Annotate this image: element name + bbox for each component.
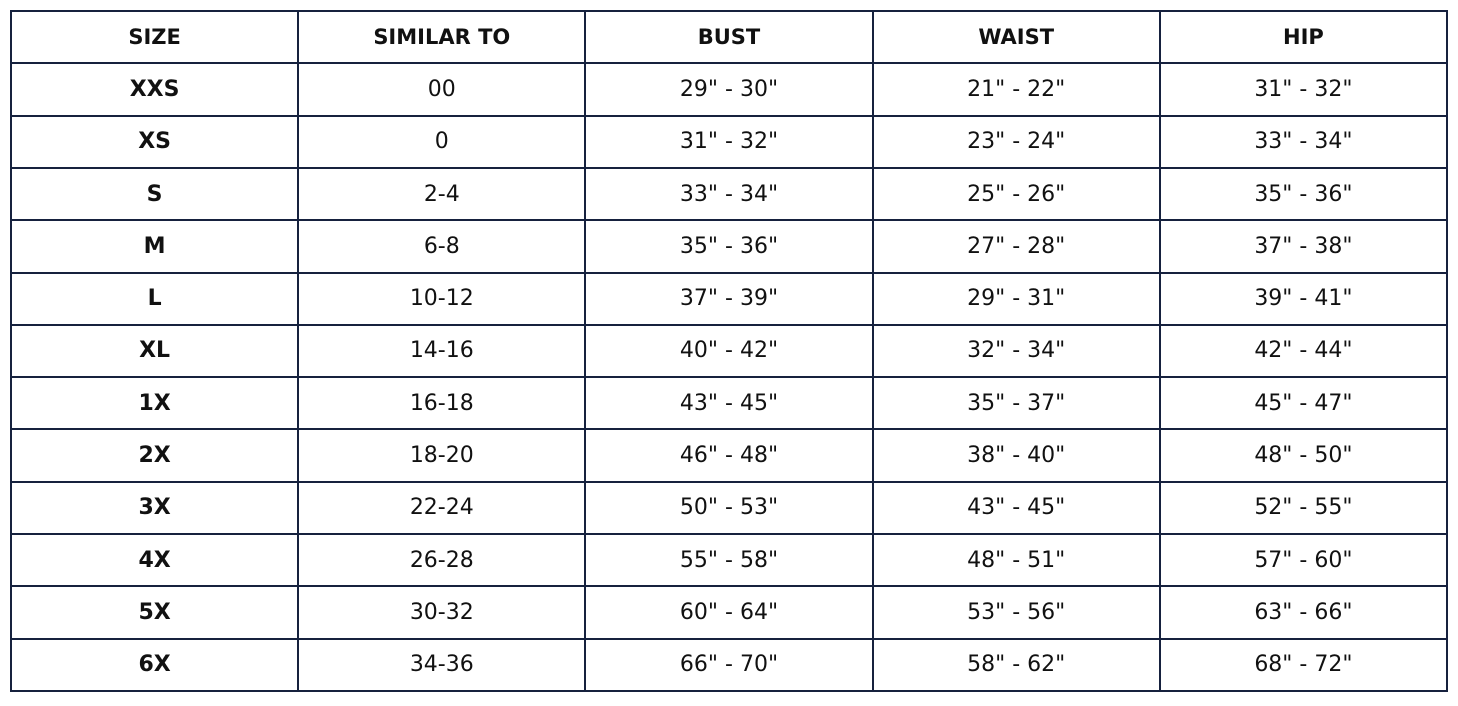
table-cell: 37" - 39" [586, 273, 872, 324]
table-cell: 29" - 31" [873, 273, 1159, 324]
size-cell: XXS [12, 64, 298, 115]
size-cell: 5X [12, 587, 298, 638]
table-cell: 55" - 58" [586, 535, 872, 586]
table-cell: 31" - 32" [1160, 64, 1446, 115]
table-cell: 60" - 64" [586, 587, 872, 638]
header-cell: WAIST [873, 12, 1159, 63]
table-cell: 42" - 44" [1160, 325, 1446, 377]
table-cell: 33" - 34" [1160, 116, 1446, 167]
table-cell: 31" - 32" [586, 116, 872, 167]
table-cell: 33" - 34" [586, 168, 872, 220]
header-cell: BUST [586, 12, 872, 63]
table-cell: 48" - 50" [1160, 430, 1446, 481]
table-cell: 43" - 45" [586, 378, 872, 429]
table-cell: 66" - 70" [586, 639, 872, 690]
size-cell: XS [12, 116, 298, 167]
table-cell: 18-20 [299, 430, 585, 481]
table-cell: 0 [299, 116, 585, 167]
table-cell: 30-32 [299, 587, 585, 638]
table-cell: 10-12 [299, 273, 585, 324]
size-cell: 3X [12, 482, 298, 534]
size-cell: XL [12, 325, 298, 377]
size-cell: 6X [12, 639, 298, 690]
table-cell: 35" - 36" [586, 221, 872, 272]
size-cell: L [12, 273, 298, 324]
size-table: SIZE SIMILAR TO BUST WAIST HIP XXS 00 29" - 30"… [10, 10, 1448, 692]
size-cell: 1X [12, 378, 298, 429]
table-cell: 34-36 [299, 639, 585, 690]
size-cell: S [12, 168, 298, 220]
table-cell: 38" - 40" [873, 430, 1159, 481]
table-cell: 50" - 53" [586, 482, 872, 534]
table-cell: 25" - 26" [873, 168, 1159, 220]
table-cell: 22-24 [299, 482, 585, 534]
table-cell: 46" - 48" [586, 430, 872, 481]
header-cell: SIMILAR TO [299, 12, 585, 63]
table-cell: 57" - 60" [1160, 535, 1446, 586]
table-cell: 58" - 62" [873, 639, 1159, 690]
table-cell: 39" - 41" [1160, 273, 1446, 324]
table-cell: 53" - 56" [873, 587, 1159, 638]
table-cell: 35" - 37" [873, 378, 1159, 429]
table-cell: 35" - 36" [1160, 168, 1446, 220]
table-cell: 00 [299, 64, 585, 115]
table-cell: 14-16 [299, 325, 585, 377]
table-cell: 27" - 28" [873, 221, 1159, 272]
table-cell: 68" - 72" [1160, 639, 1446, 690]
table-cell: 52" - 55" [1160, 482, 1446, 534]
header-cell: SIZE [12, 12, 298, 63]
table-cell: 63" - 66" [1160, 587, 1446, 638]
table-cell: 16-18 [299, 378, 585, 429]
table-cell: 32" - 34" [873, 325, 1159, 377]
table-cell: 21" - 22" [873, 64, 1159, 115]
table-cell: 29" - 30" [586, 64, 872, 115]
table-cell: 6-8 [299, 221, 585, 272]
size-cell: 2X [12, 430, 298, 481]
size-cell: M [12, 221, 298, 272]
table-cell: 23" - 24" [873, 116, 1159, 167]
table-cell: 37" - 38" [1160, 221, 1446, 272]
header-cell: HIP [1160, 12, 1446, 63]
table-cell: 40" - 42" [586, 325, 872, 377]
table-cell: 26-28 [299, 535, 585, 586]
table-cell: 48" - 51" [873, 535, 1159, 586]
table-cell: 45" - 47" [1160, 378, 1446, 429]
table-cell: 43" - 45" [873, 482, 1159, 534]
size-cell: 4X [12, 535, 298, 586]
table-cell: 2-4 [299, 168, 585, 220]
